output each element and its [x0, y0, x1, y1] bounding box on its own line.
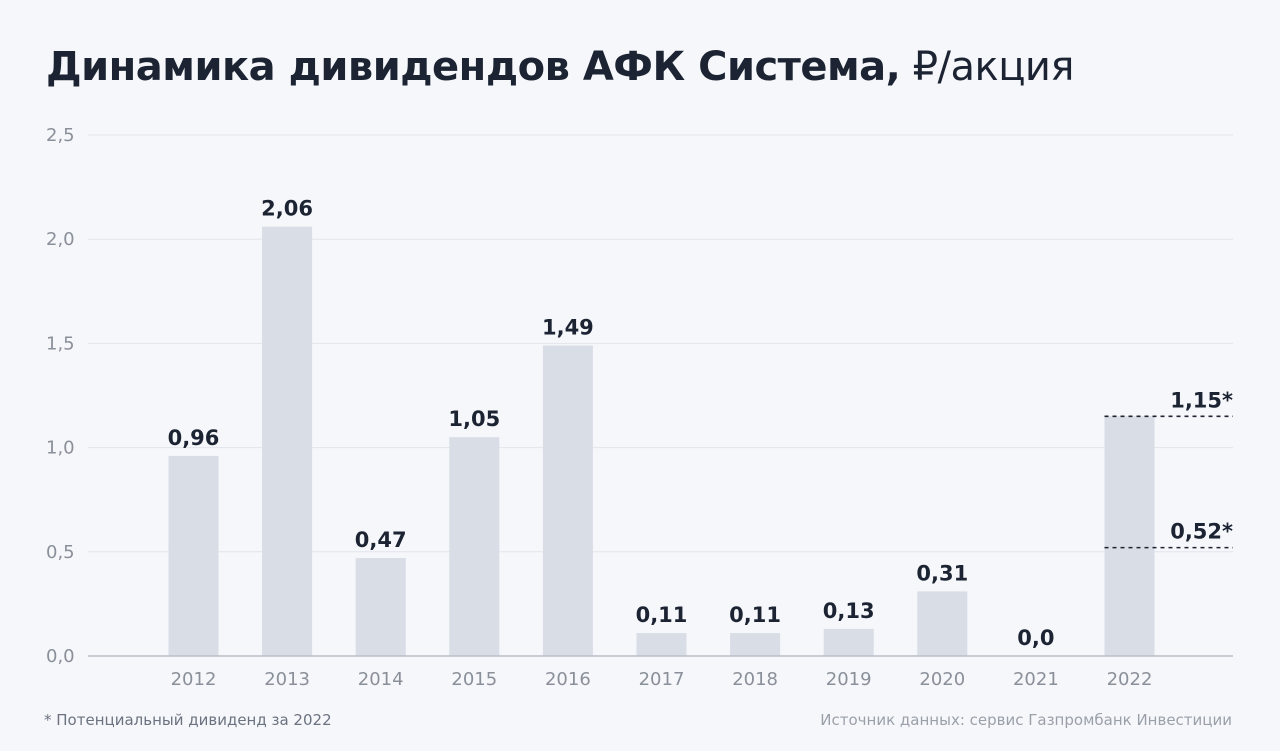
- y-tick-label: 0,0: [46, 646, 75, 667]
- x-tick-label: 2019: [826, 669, 872, 690]
- bar-2017: [636, 633, 687, 656]
- bar-2018: [730, 633, 781, 656]
- value-label-2021: 0,0: [1017, 626, 1054, 650]
- x-tick-label: 2018: [732, 669, 778, 690]
- chart-title: Динамика дивидендов АФК Система, ₽/акция: [46, 44, 1074, 90]
- x-tick-label: 2022: [1107, 669, 1153, 690]
- x-tick-label: 2015: [451, 669, 497, 690]
- annotation-label: 1,15*: [1170, 388, 1233, 412]
- value-label-2014: 0,47: [355, 528, 407, 552]
- footnote: * Потенциальный дивиденд за 2022: [44, 711, 332, 729]
- bar-2014: [355, 558, 406, 656]
- value-label-2018: 0,11: [729, 603, 781, 627]
- y-tick-label: 1,5: [46, 333, 75, 354]
- value-label-2016: 1,49: [542, 315, 594, 339]
- x-tick-label: 2017: [639, 669, 685, 690]
- chart-title-unit: ₽/акция: [912, 44, 1075, 90]
- value-label-2017: 0,11: [636, 603, 688, 627]
- y-tick-label: 0,5: [46, 542, 75, 563]
- value-label-2019: 0,13: [823, 599, 875, 623]
- value-label-2013: 2,06: [261, 197, 313, 221]
- bar-2020: [917, 591, 968, 656]
- x-tick-label: 2014: [358, 669, 404, 690]
- bar-2013: [262, 226, 313, 657]
- chart-title-main: Динамика дивидендов АФК Система,: [46, 44, 901, 90]
- x-tick-label: 2012: [171, 669, 217, 690]
- bar-2016: [542, 345, 593, 656]
- annotation-label: 0,52*: [1170, 520, 1233, 544]
- y-tick-label: 2,5: [46, 125, 75, 146]
- x-tick-label: 2020: [919, 669, 965, 690]
- y-tick-label: 1,0: [46, 438, 75, 459]
- value-label-2020: 0,31: [916, 561, 968, 585]
- bar-2015: [449, 437, 500, 656]
- value-label-2015: 1,05: [448, 407, 500, 431]
- y-tick-label: 2,0: [46, 229, 75, 250]
- bar-2012: [168, 455, 219, 656]
- x-tick-label: 2021: [1013, 669, 1059, 690]
- value-label-2012: 0,96: [168, 426, 220, 450]
- bar-2022: [1104, 416, 1155, 656]
- x-tick-label: 2016: [545, 669, 591, 690]
- bar-2019: [823, 628, 874, 656]
- x-tick-label: 2013: [264, 669, 310, 690]
- data-source: Источник данных: сервис Газпромбанк Инве…: [820, 711, 1232, 729]
